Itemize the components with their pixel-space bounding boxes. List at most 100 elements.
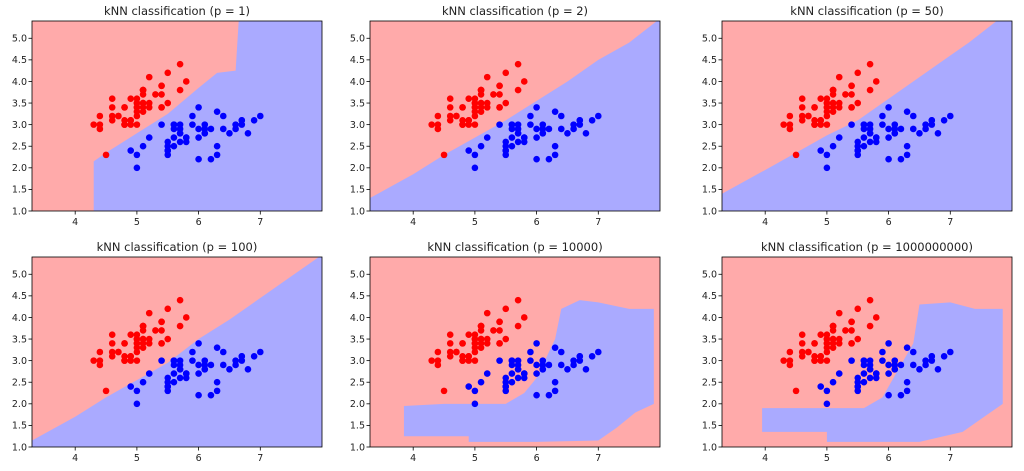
point-class-0 [164,305,172,313]
point-class-1 [866,365,874,373]
y-tick-label: 2.5 [12,142,27,153]
point-class-1 [903,151,911,159]
point-class-1 [909,361,917,369]
point-class-0 [848,327,855,334]
point-class-0 [446,348,454,356]
y-tick-label: 4.5 [12,55,27,66]
point-class-1 [934,365,942,373]
point-class-0 [823,108,831,115]
axes-frame [369,20,661,212]
point-class-0 [446,112,454,120]
point-class-0 [786,348,794,356]
point-class-0 [446,331,454,339]
point-class-0 [786,112,794,120]
point-class-1 [897,391,905,399]
chart-title: kNN classification (p = 1) [104,4,250,18]
x-tick-label: 5 [134,217,140,228]
y-tick-label: 5.0 [350,270,365,281]
y-tick-label: 1.0 [12,206,27,217]
point-class-1 [176,138,184,146]
y-tick-label: 2.5 [12,378,27,389]
point-class-0 [477,322,485,330]
region-class-1 [722,21,1012,211]
point-class-1 [508,142,516,150]
point-class-1 [891,357,899,364]
point-class-0 [798,340,806,347]
point-class-1 [557,348,565,356]
point-class-1 [551,387,559,395]
point-class-0 [483,73,491,81]
point-class-1 [158,121,165,128]
point-class-1 [922,357,929,364]
point-class-0 [176,296,184,304]
y-tick-label: 2.0 [702,399,717,410]
y-tick-label: 1.0 [702,206,717,217]
point-class-0 [854,305,862,313]
point-class-1 [879,112,886,120]
point-class-1 [201,121,209,128]
point-class-1 [885,361,892,369]
point-class-0 [428,121,436,128]
point-class-1 [527,357,534,364]
point-class-0 [127,117,135,124]
point-class-1 [195,155,202,163]
point-class-1 [514,129,522,137]
point-class-1 [817,383,825,390]
point-class-0 [514,296,522,304]
point-class-1 [866,129,874,137]
point-class-0 [471,335,479,343]
x-tick-label: 6 [886,453,892,464]
point-class-1 [189,357,196,364]
point-class-1 [465,383,473,390]
point-class-0 [823,335,831,343]
point-class-1 [557,361,565,369]
y-tick-label: 2.5 [702,378,717,389]
y-tick-label: 4.5 [350,55,365,66]
point-class-1 [940,353,948,360]
point-class-1 [502,374,510,382]
point-class-1 [885,125,892,133]
chart-panel-6: 4 5 6 7 1.0 1.5 2.0 2.5 3.0 3.5 4.0 4.5 5.0 kNN class… [702,240,1013,464]
y-tick-label: 3.0 [702,356,717,367]
axes-frame [31,256,323,448]
point-class-1 [533,391,540,399]
point-class-0 [854,99,862,107]
point-class-0 [514,60,522,68]
point-class-0 [459,121,466,128]
point-class-1 [508,370,516,377]
point-class-1 [471,151,479,159]
point-class-1 [514,365,522,373]
point-class-1 [527,121,534,128]
point-class-0 [139,104,147,111]
point-class-1 [164,374,172,382]
point-class-0 [96,121,104,128]
point-class-1 [195,391,202,399]
point-class-1 [250,353,258,360]
y-tick-label: 3.5 [350,334,365,345]
point-class-1 [158,357,165,364]
point-class-1 [226,365,233,373]
point-class-1 [545,125,553,133]
point-class-1 [891,121,899,128]
region-class-1 [403,300,654,442]
y-tick-label: 1.5 [702,421,717,432]
point-class-1 [582,129,590,137]
y-tick-label: 4.5 [12,291,27,302]
point-class-1 [946,348,954,356]
point-class-0 [127,95,135,103]
region-class-1 [32,257,322,447]
point-class-1 [465,147,473,154]
point-class-0 [133,344,141,351]
point-class-1 [940,117,948,124]
x-tick-label: 7 [595,217,601,228]
point-class-0 [176,60,184,68]
y-tick-label: 4.5 [350,291,365,302]
point-class-0 [835,309,843,317]
point-class-0 [811,104,818,111]
point-class-1 [885,155,892,163]
point-class-0 [102,151,110,159]
point-class-1 [928,117,936,124]
point-class-1 [176,365,184,373]
point-class-1 [823,151,831,159]
point-class-0 [792,387,800,395]
